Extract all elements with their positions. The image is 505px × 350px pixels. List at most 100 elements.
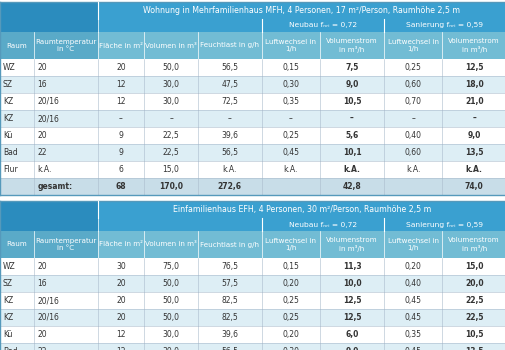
- Bar: [0, 19, 97, 32]
- Bar: [0, 178, 505, 195]
- Text: 0,15: 0,15: [282, 63, 299, 72]
- Text: 56,5: 56,5: [221, 347, 238, 350]
- Text: 20/16: 20/16: [37, 313, 59, 322]
- Text: 0,35: 0,35: [404, 330, 421, 339]
- Text: Kü: Kü: [3, 131, 13, 140]
- Text: 9: 9: [118, 148, 123, 157]
- Text: Raum: Raum: [7, 42, 27, 49]
- Text: 9: 9: [118, 131, 123, 140]
- Text: 75,0: 75,0: [162, 262, 179, 271]
- Text: 5,6: 5,6: [345, 131, 358, 140]
- Text: Raum: Raum: [7, 241, 27, 247]
- Bar: [0, 309, 505, 326]
- Text: 0,20: 0,20: [404, 262, 421, 271]
- Text: 170,0: 170,0: [159, 182, 183, 191]
- Text: 6: 6: [118, 165, 123, 174]
- Text: Raumtemperatur
in °C: Raumtemperatur in °C: [35, 39, 96, 52]
- Text: 10,5: 10,5: [342, 97, 361, 106]
- Bar: [0, 326, 505, 343]
- Text: 22,5: 22,5: [163, 131, 179, 140]
- Text: 13,5: 13,5: [464, 347, 482, 350]
- Text: k.A.: k.A.: [37, 165, 52, 174]
- Text: Wohnung in Mehrfamilienhaus MFH, 4 Personen, 17 m²/Person, Raumhöhe 2,5 m: Wohnung in Mehrfamilienhaus MFH, 4 Perso…: [143, 6, 460, 15]
- Text: 20: 20: [37, 330, 47, 339]
- Text: Luftwechsel in
1/h: Luftwechsel in 1/h: [387, 238, 438, 251]
- Text: –: –: [227, 114, 231, 123]
- Text: –: –: [411, 114, 414, 123]
- Text: 18,0: 18,0: [464, 80, 483, 89]
- Text: 57,5: 57,5: [221, 279, 238, 288]
- Text: KZ: KZ: [3, 97, 13, 106]
- Text: Bad: Bad: [3, 347, 18, 350]
- Text: 30,0: 30,0: [162, 80, 179, 89]
- Text: k.A.: k.A.: [222, 165, 236, 174]
- Bar: [0, 32, 97, 59]
- Text: Kü: Kü: [3, 330, 13, 339]
- Text: 9,0: 9,0: [467, 131, 480, 140]
- Text: 12,5: 12,5: [342, 313, 361, 322]
- Text: 20: 20: [37, 131, 47, 140]
- Text: Luftwechsel in
1/h: Luftwechsel in 1/h: [265, 238, 316, 251]
- Text: 0,45: 0,45: [282, 148, 299, 157]
- Text: –: –: [349, 114, 353, 123]
- Text: 56,5: 56,5: [221, 148, 238, 157]
- Text: 82,5: 82,5: [221, 313, 238, 322]
- Text: KZ: KZ: [3, 114, 13, 123]
- Bar: [0, 76, 505, 93]
- Text: k.A.: k.A.: [283, 165, 297, 174]
- Text: Fläche in m²: Fläche in m²: [99, 241, 143, 247]
- Text: 47,5: 47,5: [221, 80, 238, 89]
- Text: 0,20: 0,20: [282, 279, 299, 288]
- Text: 21,0: 21,0: [464, 97, 483, 106]
- Text: 22,5: 22,5: [464, 296, 482, 305]
- Text: Volumen in m³: Volumen in m³: [145, 42, 196, 49]
- Text: 15,0: 15,0: [464, 262, 482, 271]
- Text: Flur: Flur: [3, 165, 18, 174]
- Text: Neubau fₙᵣᵢ = 0,72: Neubau fₙᵣᵢ = 0,72: [288, 222, 356, 228]
- Bar: [97, 19, 261, 32]
- Text: 15,0: 15,0: [162, 165, 179, 174]
- Bar: [0, 59, 505, 76]
- Bar: [0, 231, 97, 258]
- Text: 30,0: 30,0: [162, 97, 179, 106]
- Text: 10,1: 10,1: [342, 148, 361, 157]
- Text: 20: 20: [116, 279, 126, 288]
- Text: 20: 20: [116, 313, 126, 322]
- Text: 0,25: 0,25: [404, 63, 421, 72]
- Text: 0,25: 0,25: [282, 296, 299, 305]
- Bar: [0, 144, 505, 161]
- Bar: [383, 19, 505, 32]
- Text: –: –: [288, 114, 292, 123]
- Text: 39,6: 39,6: [221, 330, 238, 339]
- Bar: [0, 201, 97, 218]
- Text: 9,0: 9,0: [344, 80, 358, 89]
- Text: Luftwechsel in
1/h: Luftwechsel in 1/h: [387, 39, 438, 52]
- Text: 9,0: 9,0: [344, 347, 358, 350]
- Text: 20/16: 20/16: [37, 97, 59, 106]
- Text: 82,5: 82,5: [221, 296, 238, 305]
- Text: 0,25: 0,25: [282, 313, 299, 322]
- Bar: [97, 2, 505, 19]
- Text: 16: 16: [37, 279, 47, 288]
- Text: WZ: WZ: [3, 262, 16, 271]
- Text: 20: 20: [116, 296, 126, 305]
- Text: 272,6: 272,6: [217, 182, 241, 191]
- Text: 42,8: 42,8: [342, 182, 361, 191]
- Text: 12,5: 12,5: [464, 63, 482, 72]
- Text: WZ: WZ: [3, 63, 16, 72]
- Text: 74,0: 74,0: [464, 182, 483, 191]
- Bar: [0, 161, 505, 178]
- Text: Feuchtlast in g/h: Feuchtlast in g/h: [200, 241, 259, 247]
- Bar: [0, 110, 505, 127]
- Text: Luftwechsel in
1/h: Luftwechsel in 1/h: [265, 39, 316, 52]
- Text: Volumenstrom
in m³/h: Volumenstrom in m³/h: [326, 237, 377, 252]
- Text: SZ: SZ: [3, 279, 13, 288]
- Text: 20/16: 20/16: [37, 296, 59, 305]
- Text: Bad: Bad: [3, 148, 18, 157]
- Text: 72,5: 72,5: [221, 97, 238, 106]
- Bar: [0, 218, 97, 231]
- Text: 0,30: 0,30: [282, 80, 299, 89]
- Bar: [0, 93, 505, 110]
- Text: 10,0: 10,0: [342, 279, 361, 288]
- Bar: [0, 275, 505, 292]
